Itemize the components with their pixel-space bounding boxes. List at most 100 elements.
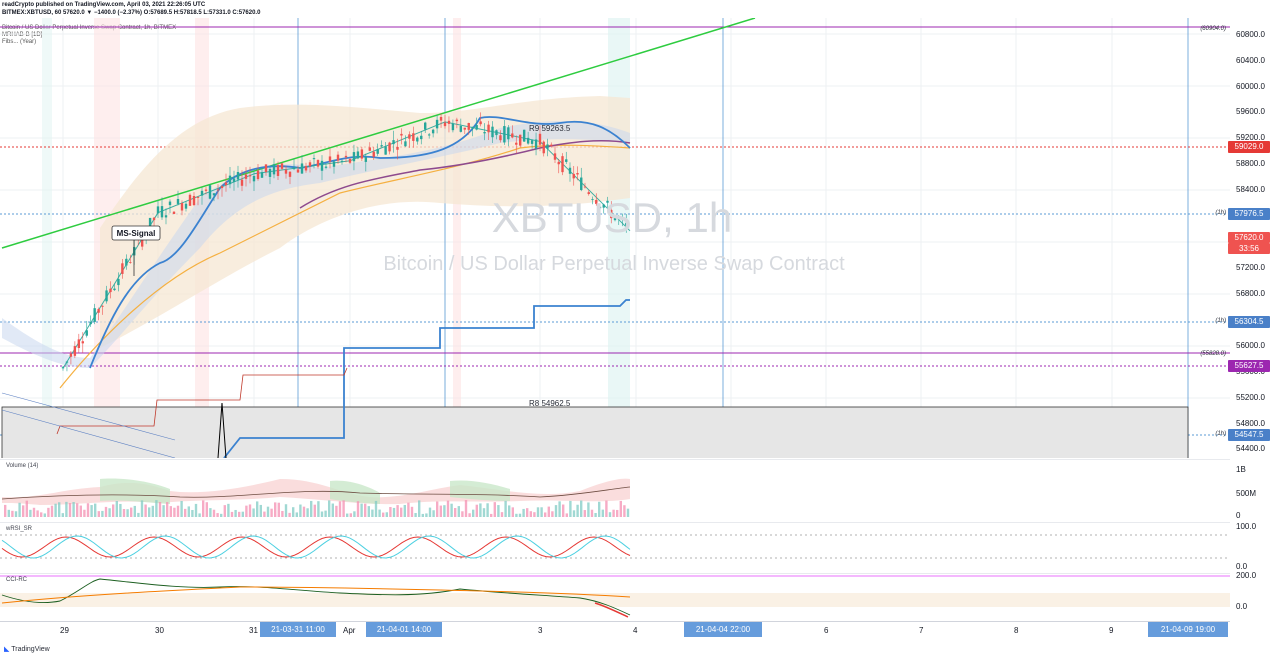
volume-bar xyxy=(522,508,525,517)
volume-bar xyxy=(371,509,374,517)
indicator-mrhab[interactable]: MRHAB-B [1D] xyxy=(2,32,43,38)
time-highlight-4: 21-04-09 19:00 xyxy=(1148,622,1228,637)
candle-body xyxy=(617,217,620,218)
candle-body xyxy=(244,174,248,179)
indicator-fibs[interactable]: Fibs... (Year) xyxy=(2,39,37,45)
volume-bar xyxy=(158,502,162,517)
candle-body xyxy=(292,167,296,170)
volume-bar xyxy=(104,506,108,517)
price-tick: 60400.0 xyxy=(1236,55,1265,65)
candle-body xyxy=(248,175,252,177)
volume-bar xyxy=(443,505,446,517)
volume-bar xyxy=(299,504,302,517)
price-chart[interactable]: XBTUSD, 1h Bitcoin / US Dollar Perpetual… xyxy=(0,18,1230,458)
volume-bar xyxy=(68,503,72,517)
candle-body xyxy=(392,140,395,145)
volume-bar xyxy=(245,505,248,517)
timeframe-tag-3: (1h) xyxy=(1215,431,1226,437)
volume-bar xyxy=(259,504,262,517)
candle-body xyxy=(471,126,474,129)
candle-body xyxy=(568,167,572,174)
watermark-description: Bitcoin / US Dollar Perpetual Inverse Sw… xyxy=(383,253,845,275)
volume-tick-0: 0 xyxy=(1236,511,1241,520)
candle-body xyxy=(129,261,132,263)
top-level-tag: (60904.0) xyxy=(1200,26,1226,32)
candle-body xyxy=(344,155,348,158)
tradingview-logo[interactable]: ◣ TradingView xyxy=(4,645,50,653)
time-label-31: 31 xyxy=(249,626,258,635)
candle-body xyxy=(276,164,280,176)
candle-body xyxy=(348,158,352,163)
rsi-tick-100: 100.0 xyxy=(1236,522,1257,531)
volume-bar xyxy=(191,509,194,517)
candle-body xyxy=(332,161,336,167)
volume-bar xyxy=(403,504,406,517)
price-tick: 56800.0 xyxy=(1236,288,1265,298)
volume-bar xyxy=(583,510,586,517)
volume-bar xyxy=(558,501,561,517)
candle-body xyxy=(534,139,538,149)
candle-body xyxy=(336,154,340,161)
volume-bar xyxy=(396,505,399,517)
volume-bar xyxy=(252,508,255,517)
candle-body xyxy=(89,321,92,325)
candle-body xyxy=(447,120,451,124)
volume-bar xyxy=(576,504,579,517)
volume-bar xyxy=(504,500,507,517)
candle-body xyxy=(356,151,360,159)
volume-bar xyxy=(302,506,306,517)
volume-bar xyxy=(223,505,226,517)
volume-bar xyxy=(346,513,349,517)
volume-bar xyxy=(335,505,338,517)
volume-bar xyxy=(151,505,154,517)
volume-bar xyxy=(432,510,435,517)
volume-bar xyxy=(472,509,475,517)
volume-bar xyxy=(140,500,144,517)
symbol-description[interactable]: Bitcoin / US Dollar Perpetual Inverse Sw… xyxy=(2,25,177,31)
volume-bar xyxy=(144,504,147,517)
volume-bar xyxy=(32,507,36,517)
candle-body xyxy=(455,119,459,122)
cci-pane[interactable]: CCI-RC xyxy=(0,573,1230,621)
volume-bar xyxy=(230,511,234,517)
volume-bar xyxy=(378,509,381,517)
volume-bar xyxy=(209,508,212,517)
candle-body xyxy=(408,134,411,139)
candle-body xyxy=(284,169,288,174)
volume-bar xyxy=(436,501,439,517)
candle-body xyxy=(526,137,530,144)
time-axis[interactable] xyxy=(0,621,1230,622)
candle-body xyxy=(542,141,545,154)
volume-bar xyxy=(47,507,50,517)
candle-body xyxy=(515,142,518,145)
volume-bar xyxy=(508,505,511,517)
time-highlight-2: 21-04-01 14:00 xyxy=(366,622,442,637)
candle-body xyxy=(587,192,590,195)
price-tick: 54400.0 xyxy=(1236,444,1265,454)
candle-body xyxy=(232,178,236,182)
candle-body xyxy=(196,196,200,198)
volume-bar xyxy=(317,501,320,517)
mid-level-tag: (55828.0) xyxy=(1200,351,1226,357)
rsi-pane[interactable]: wRSI_SR xyxy=(0,522,1230,572)
volume-bar xyxy=(76,503,79,517)
candle-body xyxy=(73,346,77,356)
volume-bar xyxy=(598,501,601,517)
candle-body xyxy=(69,353,73,357)
candle-body xyxy=(148,217,152,230)
candle-body xyxy=(97,309,100,313)
candle-body xyxy=(372,151,375,157)
candle-body xyxy=(487,124,490,133)
candle-body xyxy=(252,175,256,182)
candle-body xyxy=(583,186,587,188)
volume-bar xyxy=(234,509,237,517)
candle-body xyxy=(451,123,455,131)
footer-brand: TradingView xyxy=(11,646,50,653)
volume-pane[interactable]: Volume (14) xyxy=(0,459,1230,521)
volume-bar xyxy=(238,511,241,517)
candle-body xyxy=(288,171,292,177)
volume-bar xyxy=(497,505,500,517)
price-label-last: 57620.0 xyxy=(1228,232,1270,243)
cci-label: CCI-RC xyxy=(6,577,28,583)
volume-bar xyxy=(356,501,360,517)
